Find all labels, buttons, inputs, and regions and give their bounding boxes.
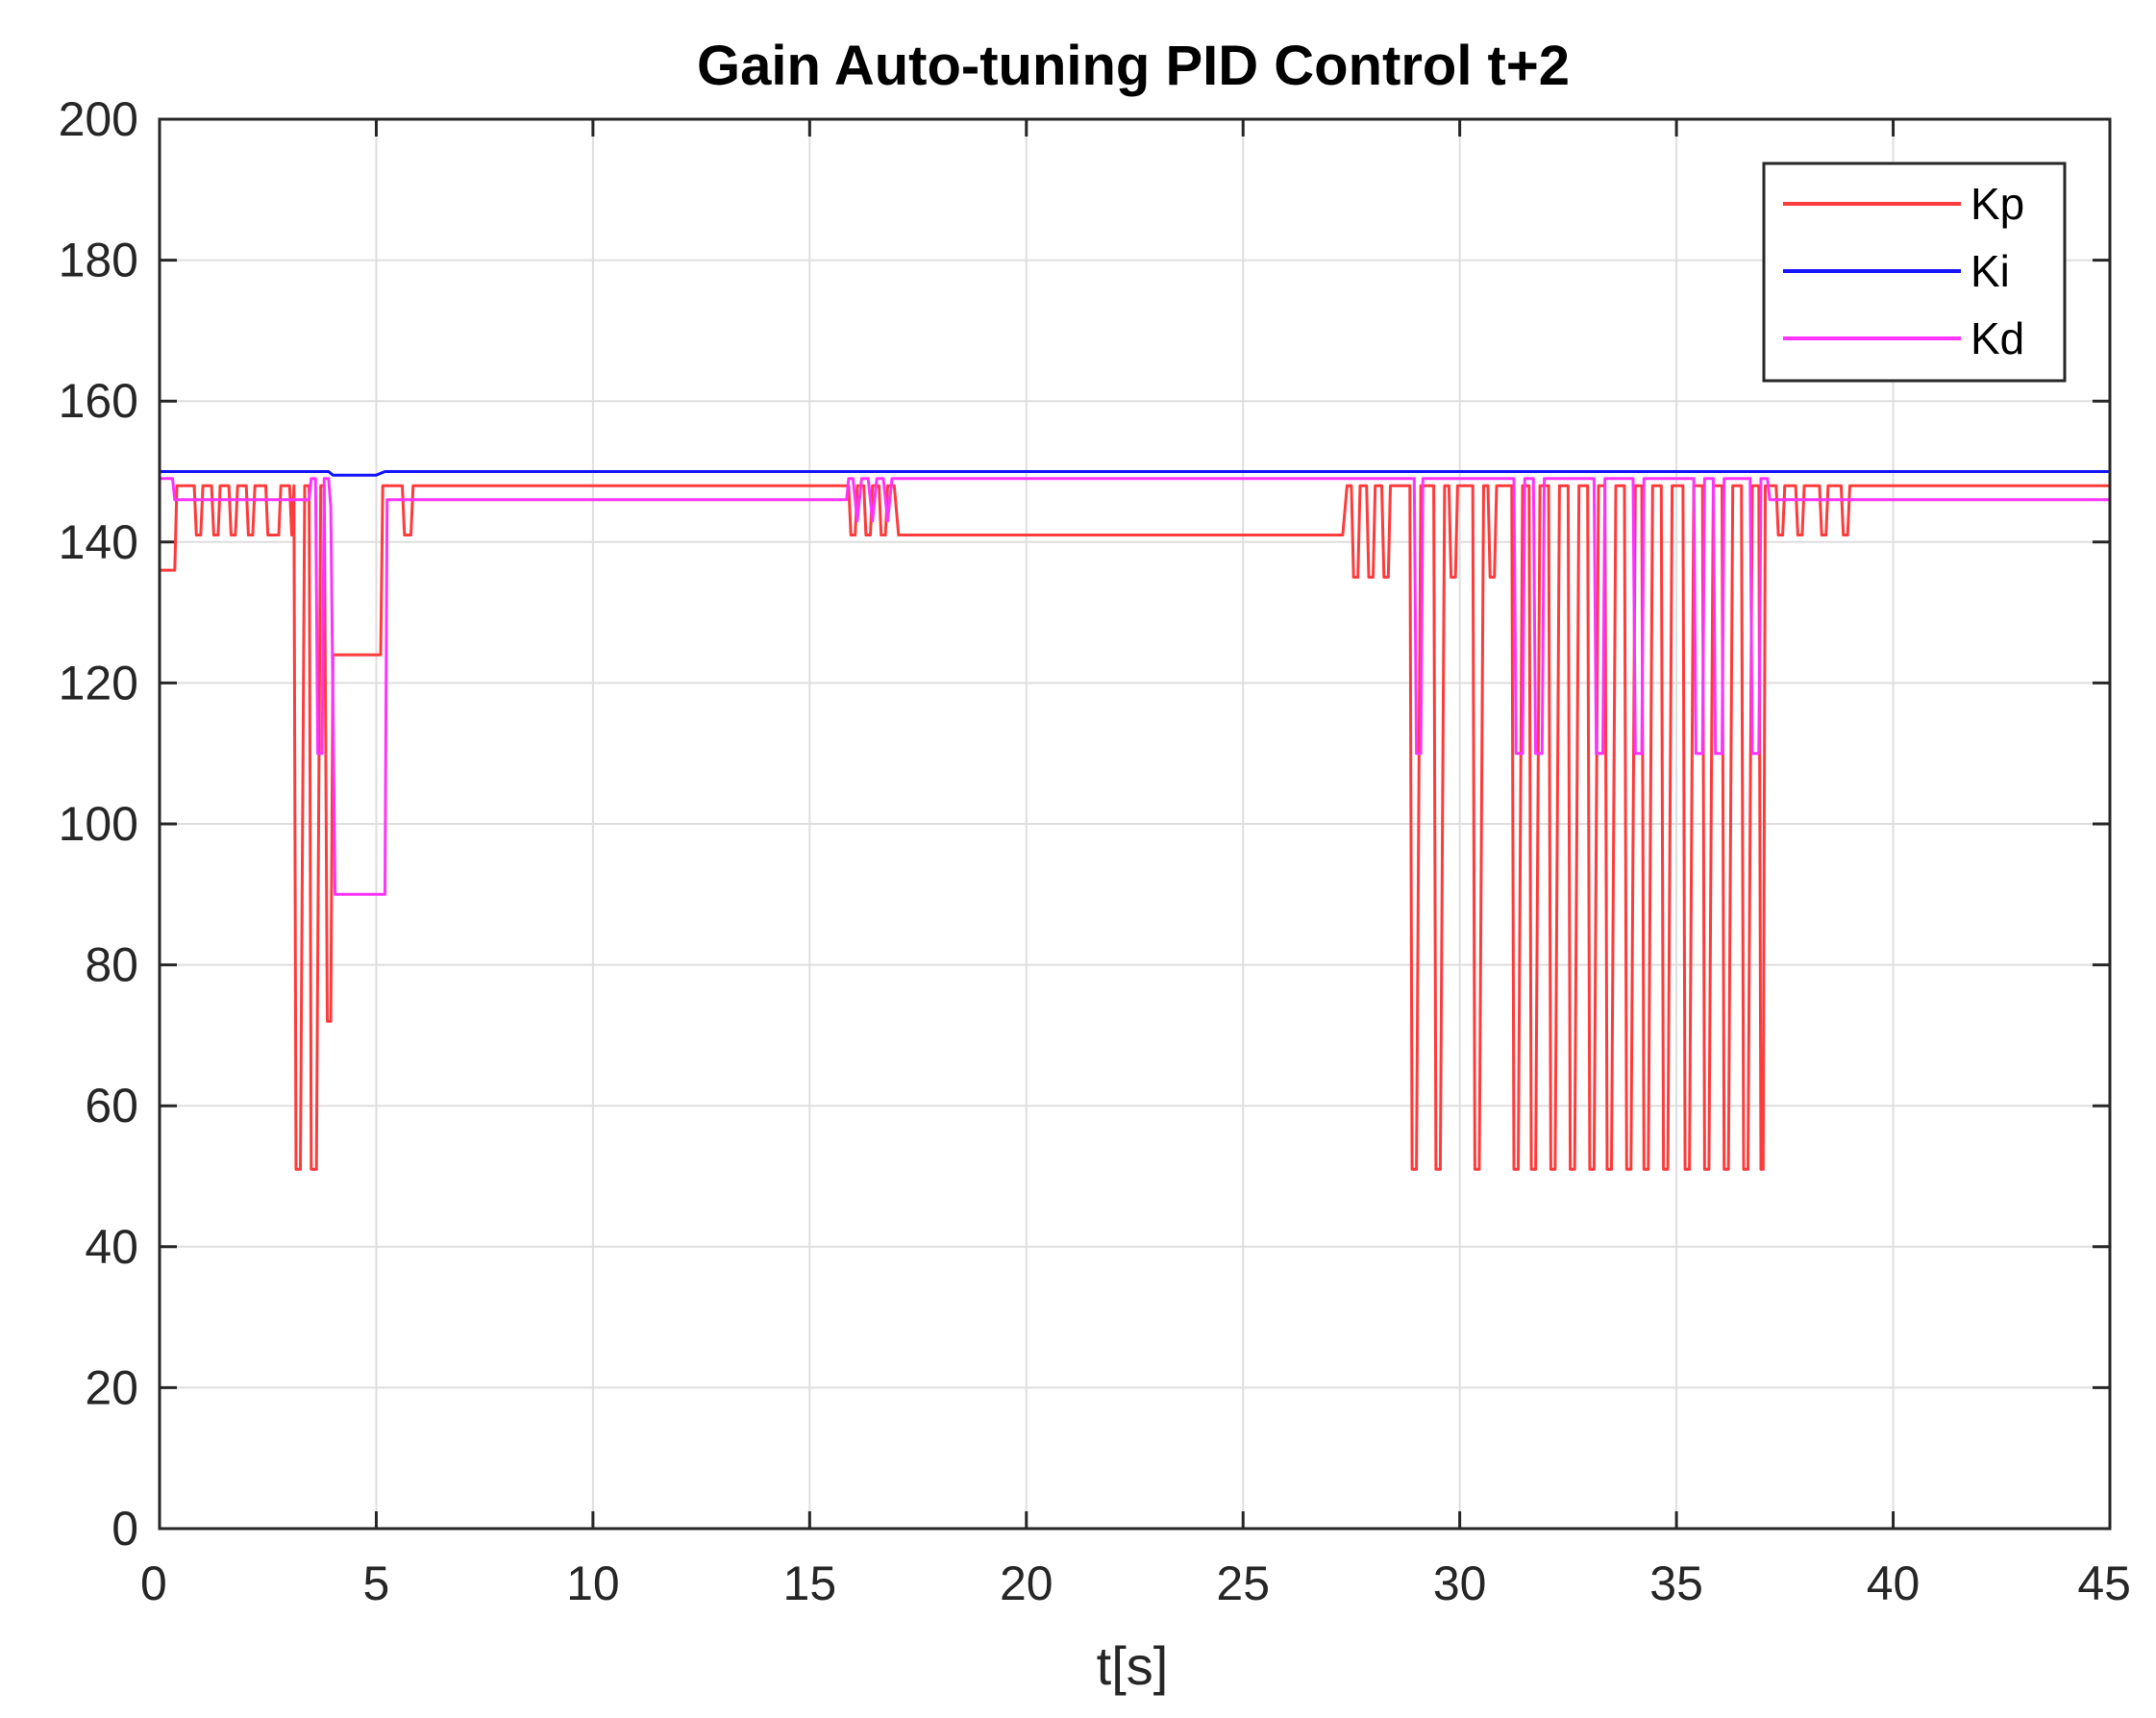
x-tick-label: 20 [1000, 1556, 1053, 1610]
legend: Kp Ki Kd [1762, 162, 2067, 383]
x-tick-label: 40 [1867, 1556, 1921, 1610]
y-tick-label: 60 [85, 1079, 138, 1133]
plot-frame [158, 117, 2112, 1531]
x-tick-label: 30 [1433, 1556, 1487, 1610]
series-line-kp [160, 484, 2110, 1171]
legend-label-kd: Kd [1970, 313, 2024, 363]
y-tick-label: 100 [59, 797, 138, 851]
legend-label-kp: Kp [1970, 179, 2024, 229]
series-line-ki [160, 470, 2110, 477]
y-tick-label: 80 [85, 938, 138, 992]
y-tick-label: 200 [59, 92, 138, 146]
y-tick-label: 20 [85, 1360, 138, 1414]
y-tick-label: 0 [112, 1502, 138, 1556]
legend-label-ki: Ki [1970, 246, 2010, 296]
series-layer [160, 470, 2110, 1171]
y-axis-ticks: 0 20 40 60 80 100 120 140 160 180 200 [59, 92, 2110, 1556]
y-tick-label: 180 [59, 234, 138, 287]
chart-title: Gain Auto-tuning PID Control t+2 [697, 35, 1570, 97]
x-tick-label: 25 [1216, 1556, 1270, 1610]
x-tick-label: 45 [2077, 1556, 2131, 1610]
y-tick-label: 140 [59, 515, 138, 569]
y-tick-label: 160 [59, 374, 138, 428]
series-line-kd [160, 477, 2110, 896]
x-tick-label: 35 [1649, 1556, 1703, 1610]
x-tick-label: 5 [363, 1556, 390, 1610]
x-tick-label: 0 [140, 1556, 167, 1610]
y-tick-label: 40 [85, 1220, 138, 1274]
x-tick-label: 10 [566, 1556, 620, 1610]
x-axis-label: t[s] [1097, 1635, 1169, 1696]
x-tick-label: 15 [783, 1556, 837, 1610]
x-axis-ticks: 0 5 10 15 20 25 30 35 40 45 [140, 119, 2131, 1610]
y-tick-label: 120 [59, 656, 138, 710]
